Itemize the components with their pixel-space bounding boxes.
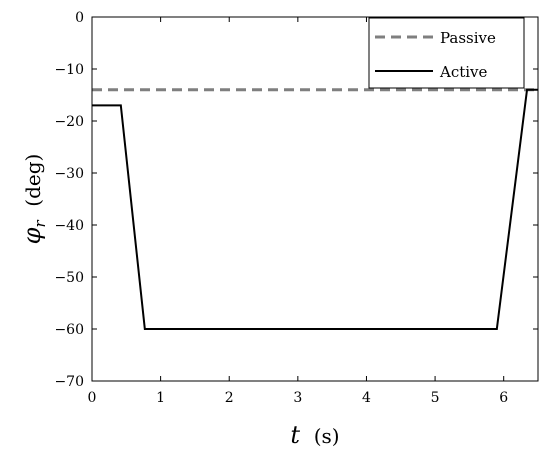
ticks-layer: 0 1 2 3 4 5 6 0 −10 −20 −30 −40 −50 −60 −70 — [54, 10, 538, 406]
x-axis-unit: (s) — [314, 424, 340, 448]
y-tick-label: −70 — [54, 374, 84, 390]
legend-label-active: Active — [439, 63, 488, 81]
y-tick-label: −10 — [54, 62, 84, 78]
series-layer — [92, 88, 538, 330]
y-axis-title: φr (deg) — [18, 154, 51, 245]
x-tick-label: 5 — [431, 390, 440, 406]
legend-label-passive: Passive — [440, 29, 496, 47]
legend: Passive Active — [368, 17, 525, 89]
y-tick-label: −20 — [54, 114, 84, 130]
x-axis-title: t (s) — [290, 421, 339, 449]
x-axis-symbol: t — [290, 421, 300, 449]
y-axis-symbol: φ — [18, 227, 46, 244]
series-line-active — [92, 88, 538, 330]
y-axis-subscript: r — [31, 220, 49, 228]
y-tick-label: −40 — [54, 218, 84, 234]
y-tick-label: −60 — [54, 322, 84, 338]
x-tick-label: 2 — [225, 390, 234, 406]
x-tick-label: 6 — [499, 390, 508, 406]
y-axis-unit: (deg) — [21, 154, 45, 207]
plot-frame — [91, 16, 539, 382]
y-tick-label: −30 — [54, 166, 84, 182]
x-tick-label: 4 — [362, 390, 371, 406]
y-tick-label: 0 — [75, 10, 84, 26]
x-tick-label: 3 — [293, 390, 302, 406]
x-tick-label: 0 — [88, 390, 97, 406]
legend-box — [368, 17, 525, 89]
y-tick-label: −50 — [54, 270, 84, 286]
x-tick-label: 1 — [156, 390, 165, 406]
